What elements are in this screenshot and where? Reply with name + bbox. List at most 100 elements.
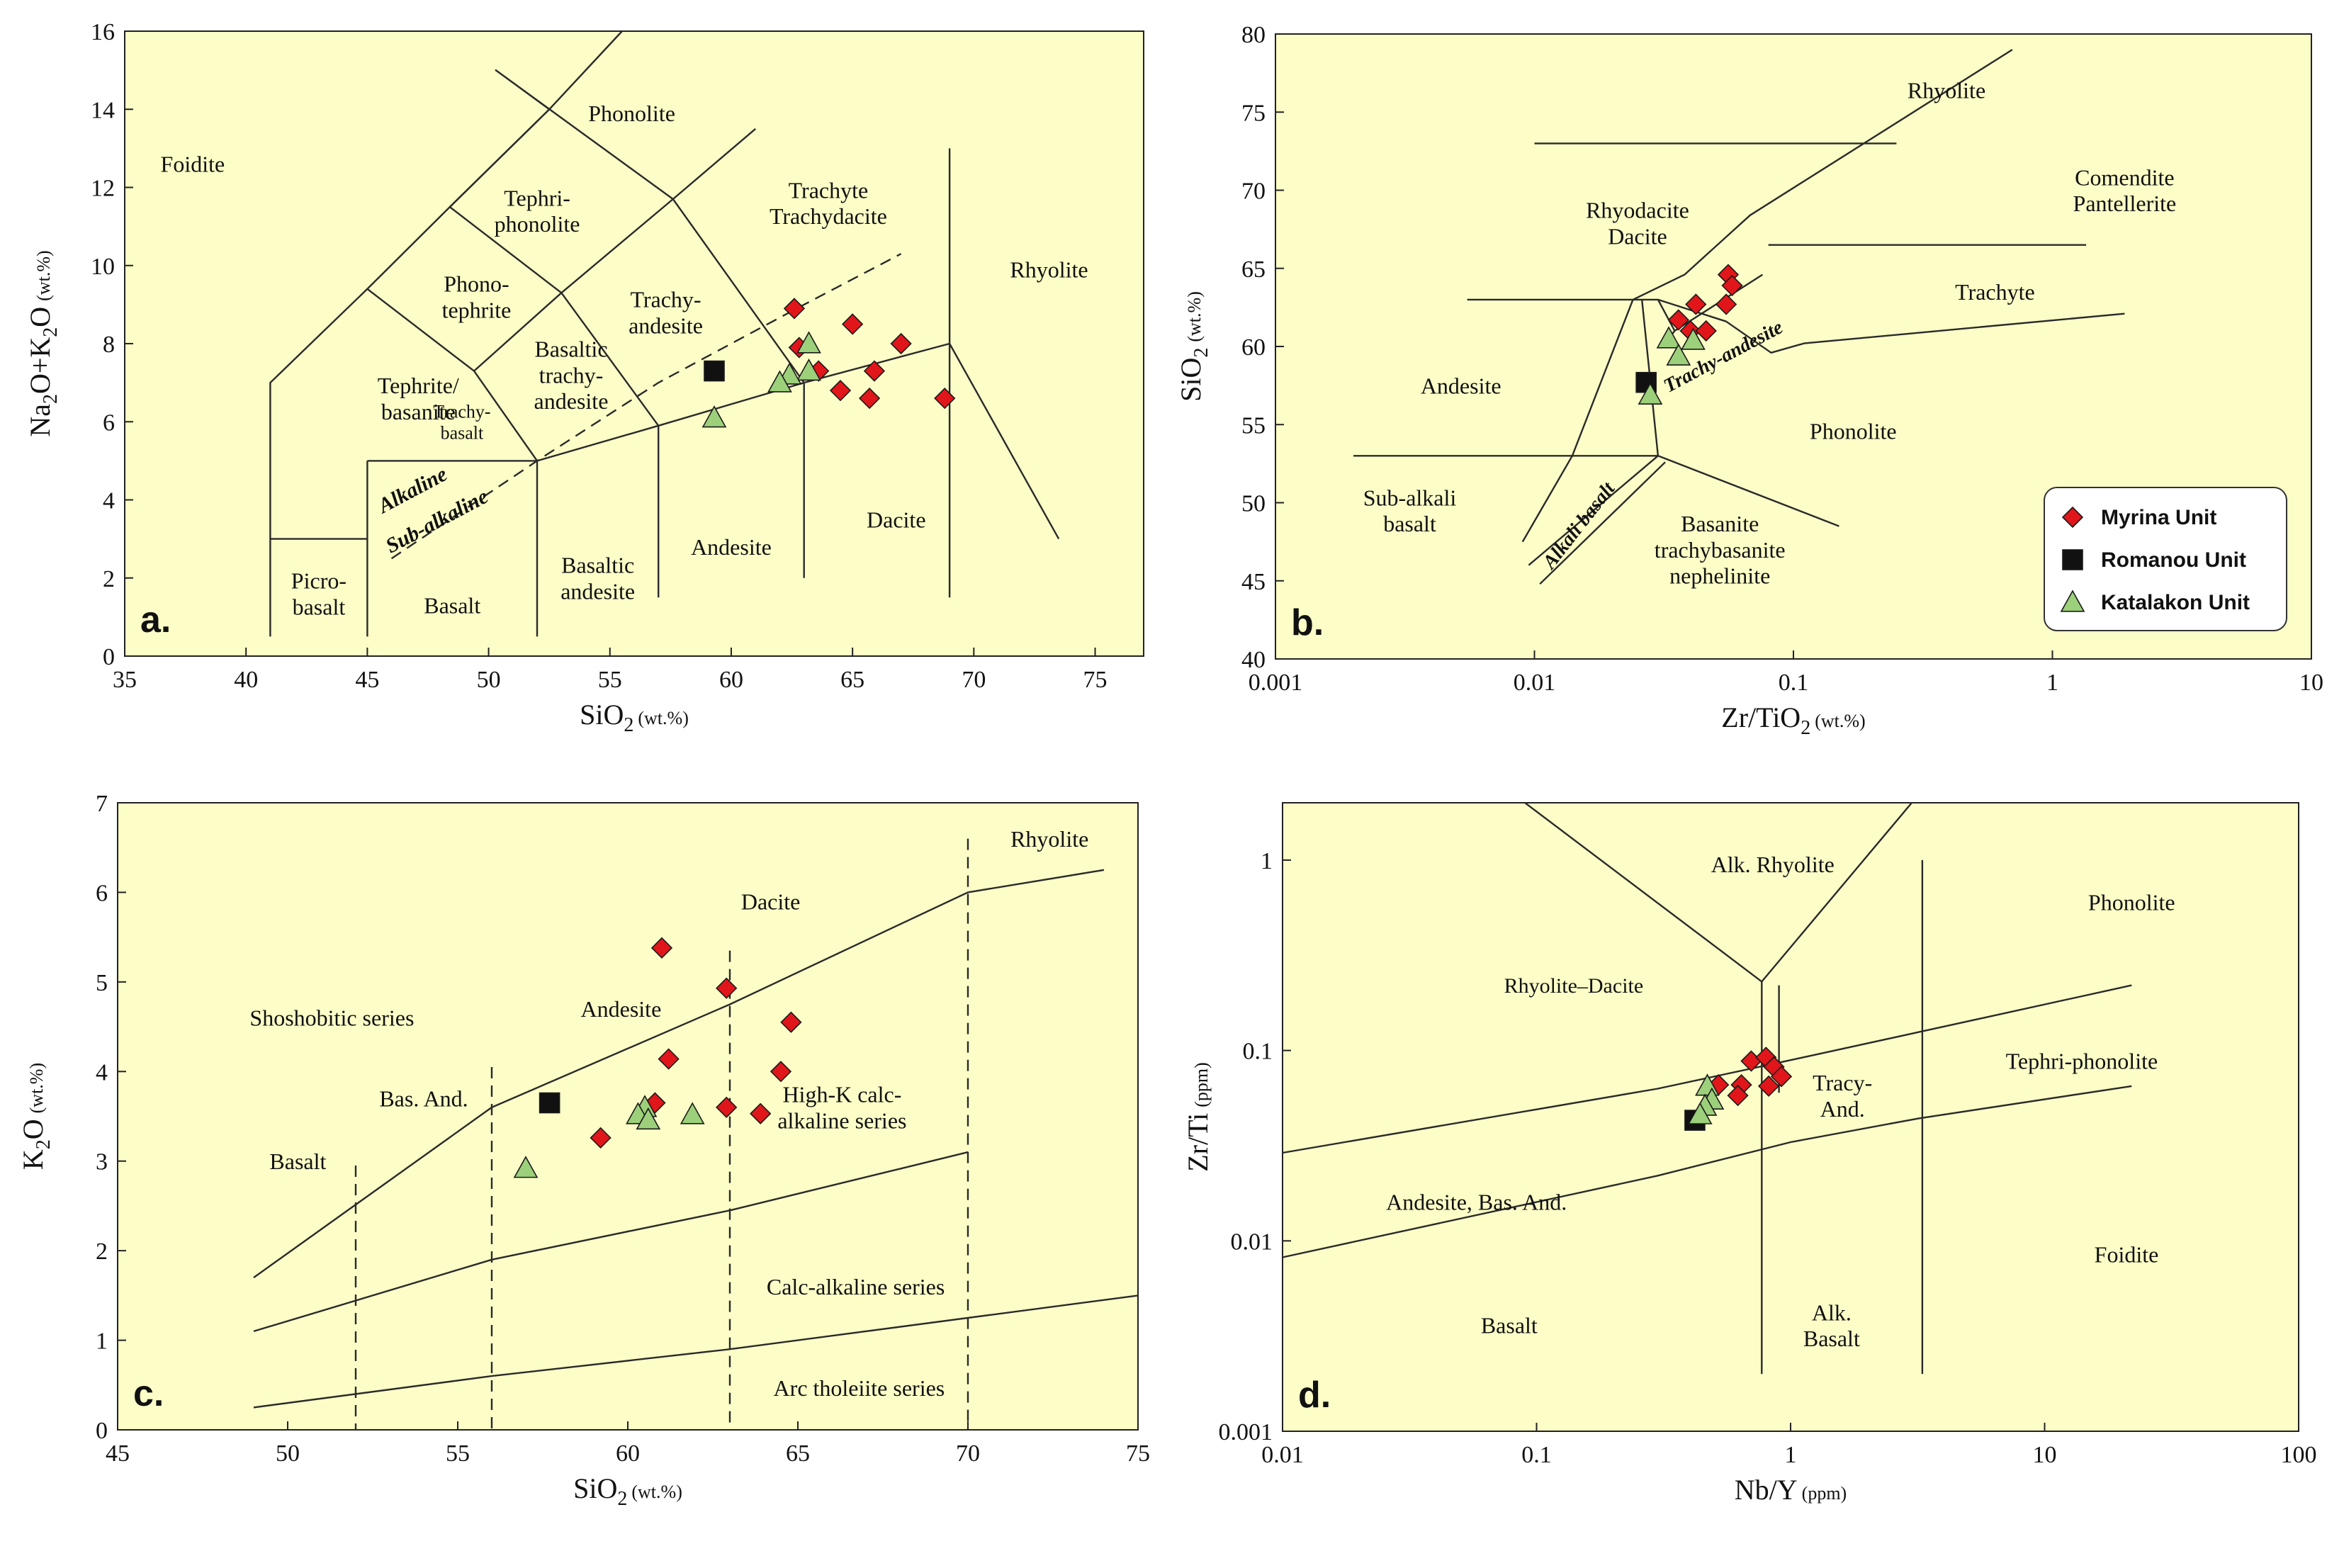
field-label: Alk. xyxy=(1812,1299,1852,1325)
data-point-diamond xyxy=(1770,1066,1793,1088)
data-point-diamond xyxy=(1757,1075,1780,1097)
y-tick-label: 40 xyxy=(1241,647,1266,673)
panel-letter: c. xyxy=(133,1373,164,1414)
field-label: Bas. And. xyxy=(379,1085,468,1111)
field-label: Phono- xyxy=(444,271,509,297)
data-point-diamond xyxy=(658,1048,680,1070)
x-tick-label: 45 xyxy=(355,667,379,693)
field-boundary xyxy=(473,292,660,598)
legend-marker-square xyxy=(2062,549,2083,570)
y-tick-label: 10 xyxy=(91,254,115,280)
x-tick-label: 50 xyxy=(477,667,501,693)
data-point-diamond xyxy=(1685,293,1707,315)
data-point-diamond xyxy=(750,1102,772,1124)
legend-marker-diamond xyxy=(2061,506,2084,529)
data-point-triangle xyxy=(636,1107,661,1130)
y-tick-label: 14 xyxy=(91,97,115,123)
y-tick-label: 0 xyxy=(96,1418,108,1444)
field-label: Basalt xyxy=(1481,1313,1538,1338)
field-boundary xyxy=(253,1151,969,1333)
field-label: Comendite xyxy=(2075,164,2174,190)
y-tick-label: 12 xyxy=(91,176,115,202)
field-label: andesite xyxy=(560,578,635,604)
field-label: trachy- xyxy=(539,362,604,388)
panel-letter: a. xyxy=(140,599,171,641)
field-boundary xyxy=(1521,49,2013,543)
y-tick-label: 55 xyxy=(1241,412,1266,439)
plot-area xyxy=(124,30,1144,657)
field-label: High-K calc- xyxy=(782,1082,901,1107)
y-tick-label: 70 xyxy=(1241,179,1266,205)
data-point-triangle xyxy=(796,358,821,381)
x-tick-label: 1 xyxy=(1785,1442,1797,1468)
data-point-diamond xyxy=(1721,274,1743,297)
field-boundary xyxy=(949,343,1060,540)
data-point-triangle xyxy=(1638,382,1663,405)
data-point-square xyxy=(539,1092,560,1114)
x-axis-label: SiO2 (wt.%) xyxy=(573,1472,682,1510)
x-tick-label: 10 xyxy=(2033,1442,2057,1468)
field-label: Trachy- xyxy=(433,401,490,422)
field-label: Tephri- xyxy=(504,185,570,210)
dashed-boundary xyxy=(390,253,902,560)
field-label: basalt xyxy=(293,594,346,619)
data-point-triangle xyxy=(701,405,727,428)
x-axis-label: Nb/Y (ppm) xyxy=(1735,1474,1847,1506)
field-label: Basaltic xyxy=(534,337,607,362)
data-point-diamond xyxy=(842,313,864,335)
x-axis-label: SiO2 (wt.%) xyxy=(580,699,689,736)
data-point-diamond xyxy=(1715,293,1737,315)
panel-letter: b. xyxy=(1291,602,1324,643)
panel-a-tas-diagram: Foidite Phonolite Tephri-phonolite Phono-te… xyxy=(24,19,1144,736)
field-label: trachybasanite xyxy=(1655,537,1786,563)
data-point-diamond xyxy=(590,1127,612,1149)
field-label: tephrite xyxy=(442,297,512,322)
field-label: basalt xyxy=(1383,511,1436,536)
field-boundary xyxy=(269,30,623,637)
field-label: Basalt xyxy=(1803,1326,1860,1351)
data-point-diamond xyxy=(716,977,738,999)
data-point-diamond xyxy=(780,1011,802,1033)
legend-label: Myrina Unit xyxy=(2101,506,2216,529)
data-point-triangle xyxy=(1656,326,1681,349)
field-label: Tracy- xyxy=(1813,1070,1872,1095)
y-tick-label: 60 xyxy=(1241,334,1266,361)
y-tick-label: 0.01 xyxy=(1231,1229,1273,1255)
field-boundary xyxy=(253,869,1105,1279)
data-point-triangle xyxy=(680,1102,705,1124)
plot-area xyxy=(1282,802,2299,1432)
x-tick-label: 0.01 xyxy=(1261,1442,1304,1468)
field-label: Trachydacite xyxy=(770,203,887,229)
field-label: Arc tholeiite series xyxy=(774,1375,945,1401)
data-point-diamond xyxy=(934,388,956,410)
field-label: andesite xyxy=(629,313,703,339)
y-axis-label: Zr/Ti(ppm) xyxy=(1182,1062,1214,1172)
x-tick-label: 55 xyxy=(446,1440,470,1467)
field-label: Rhyolite xyxy=(1010,256,1088,282)
legend: Myrina Unit Romanou Unit Katalakon Unit xyxy=(2044,487,2287,631)
field-label: Sub-alkali xyxy=(1363,485,1457,510)
legend-box xyxy=(2044,487,2287,631)
y-tick-label: 0.001 xyxy=(1219,1419,1273,1445)
field-label: Andesite, Bas. And. xyxy=(1386,1190,1567,1215)
field-label: nephelinite xyxy=(1669,563,1770,589)
x-tick-label: 45 xyxy=(106,1440,130,1467)
field-label: Phonolite xyxy=(1810,418,1897,444)
field-label: Foidite xyxy=(2095,1241,2159,1267)
panel-d-nby-zrti-diagram: Alk. Rhyolite Phonolite Rhyolite–Dacite Tra… xyxy=(1182,802,2317,1506)
data-point-diamond xyxy=(1727,1085,1749,1107)
y-axis-label: K2O(wt.%) xyxy=(17,1063,55,1170)
field-label: alkaline series xyxy=(777,1107,906,1133)
y-tick-label: 6 xyxy=(103,410,115,436)
panel-letter: d. xyxy=(1298,1375,1331,1416)
field-label: Trachyte xyxy=(789,177,869,203)
field-label: Basanite xyxy=(1681,511,1759,536)
field-label: Rhyolite xyxy=(1908,78,1985,103)
field-boundary xyxy=(1657,299,1676,332)
x-tick-label: 65 xyxy=(840,667,864,693)
x-tick-label: 65 xyxy=(786,1440,810,1467)
field-label: Rhyolite–Dacite xyxy=(1504,974,1644,998)
field-label: Andesite xyxy=(691,534,772,560)
field-label: Trachyte xyxy=(1955,279,2035,305)
y-axis-label: SiO2(wt.%) xyxy=(1175,291,1212,402)
